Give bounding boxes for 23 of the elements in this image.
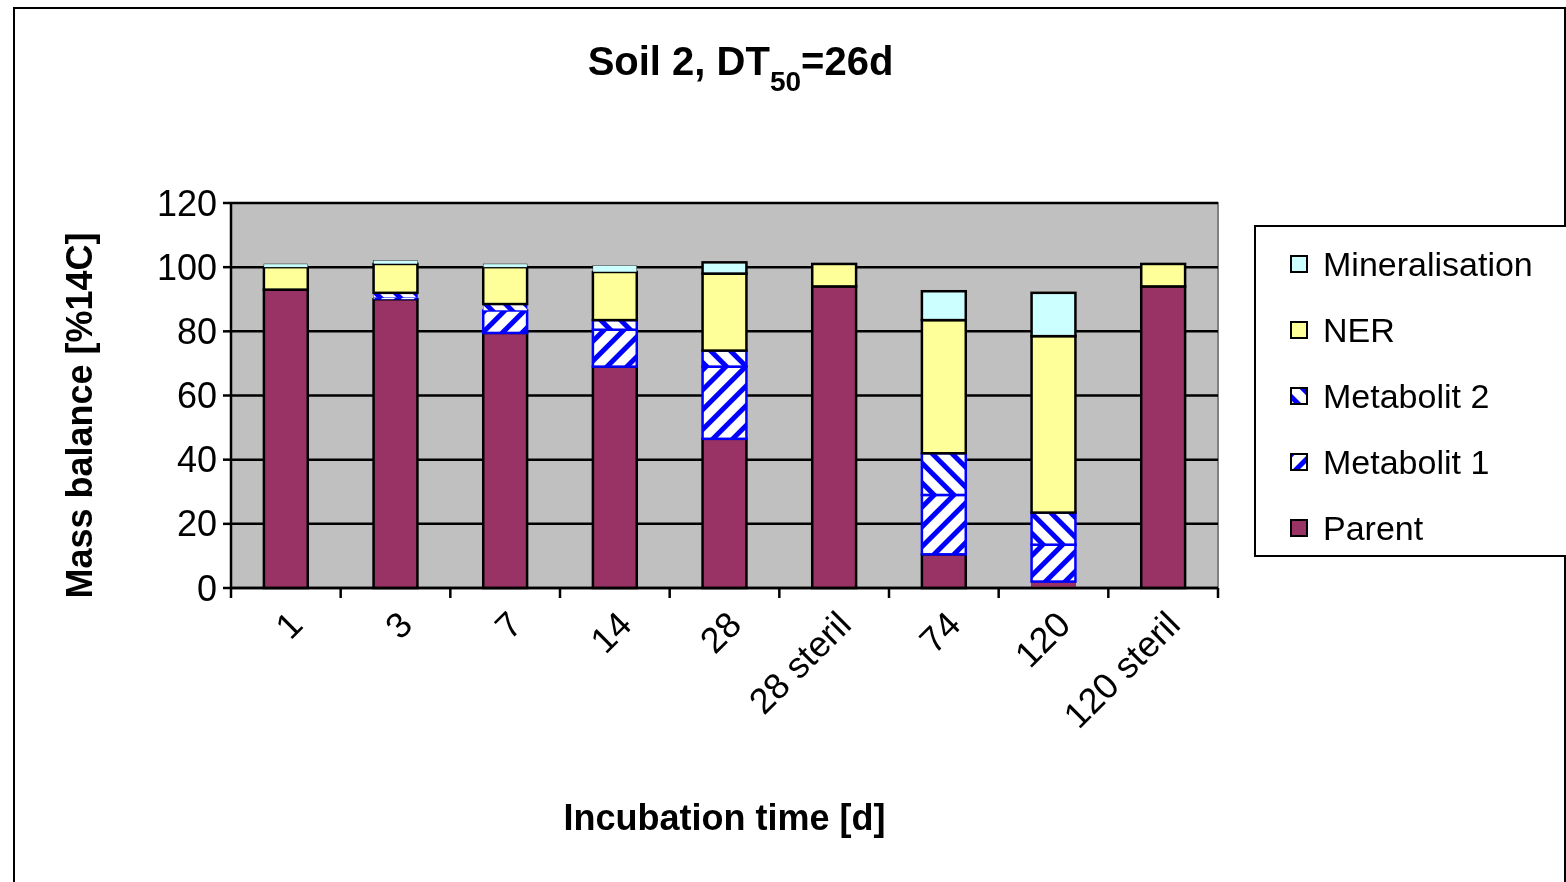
chart-title: Soil 2, DT$_{50}$=26d [587,39,894,97]
x-tick-label: 3 [376,603,421,647]
y-tick-label: 120 [156,182,217,224]
y-tick-label: 40 [176,439,217,481]
x-tick-label: 120 [1006,603,1079,676]
y-tick-label: 0 [196,567,217,609]
x-tick-label: 1 [267,603,311,647]
bar [481,309,529,335]
x-tick-label: 28 [691,603,750,661]
legend-label: NER [1323,310,1395,349]
y-tick-label: 100 [156,246,217,288]
y-tick-label: 20 [176,503,217,545]
x-tick-label: 14 [582,603,640,661]
x-tick-label: 74 [911,603,969,661]
x-axis-title: Incubation time [d] [563,797,886,838]
legend-label: Metabolit 1 [1323,442,1490,481]
y-tick-label: 60 [176,375,217,417]
x-tick-label: 7 [486,603,530,647]
legend-label: Parent [1323,508,1424,547]
y-axis-title: Mass balance [%14C] [59,232,100,599]
y-tick-label: 80 [176,310,217,352]
legend-label: Mineralisation [1323,244,1533,283]
legend-label: Metabolit 2 [1323,376,1490,415]
